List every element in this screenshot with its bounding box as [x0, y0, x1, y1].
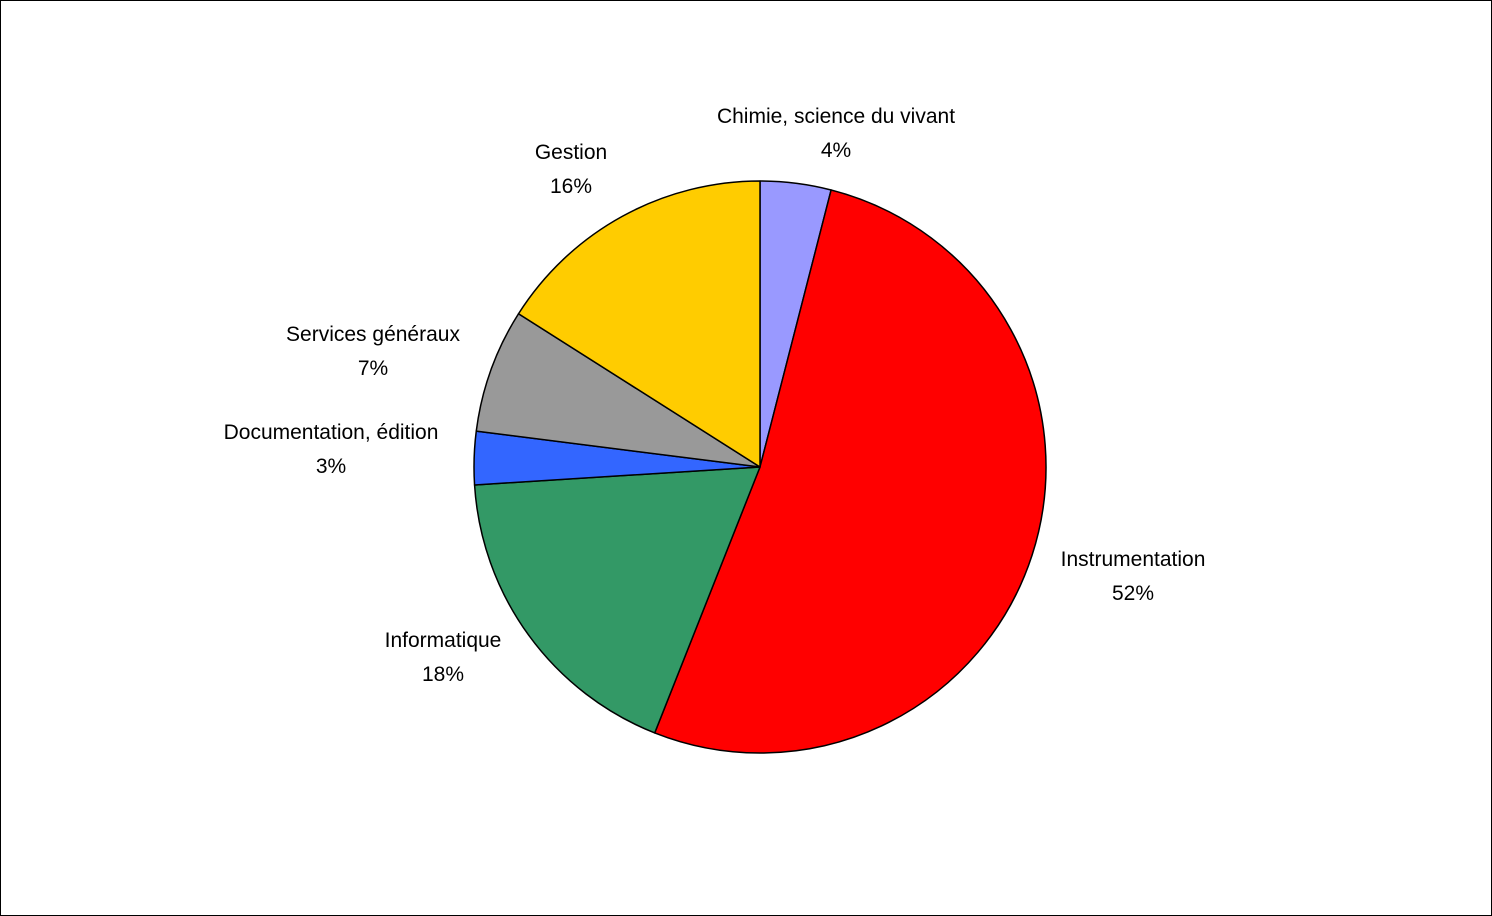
slice-percent-gestion: 16%: [550, 175, 592, 198]
slice-percent-services-generaux: 7%: [358, 357, 388, 380]
slice-percent-documentation-edition: 3%: [316, 455, 346, 478]
slice-percent-informatique: 18%: [422, 663, 464, 686]
slice-label-instrumentation: Instrumentation: [1061, 548, 1206, 571]
pie-slice-informatique: [473, 466, 761, 734]
slice-label-gestion: Gestion: [535, 141, 607, 164]
slice-label-chimie-science-du-vivant: Chimie, science du vivant: [717, 105, 955, 128]
slice-label-services-generaux: Services généraux: [286, 323, 460, 346]
slice-label-documentation-edition: Documentation, édition: [224, 421, 439, 444]
pie-slice-gestion: [517, 180, 761, 468]
slice-percent-chimie-science-du-vivant: 4%: [821, 139, 851, 162]
pie-slices: [473, 180, 1047, 754]
pie-slice-instrumentation: [653, 189, 1047, 754]
pie-labels: Chimie, science du vivant 4% Instrumentati…: [224, 105, 1206, 686]
slice-label-informatique: Informatique: [385, 629, 502, 652]
slice-percent-instrumentation: 52%: [1112, 582, 1154, 605]
pie-slice-services-generaux: [475, 313, 761, 468]
